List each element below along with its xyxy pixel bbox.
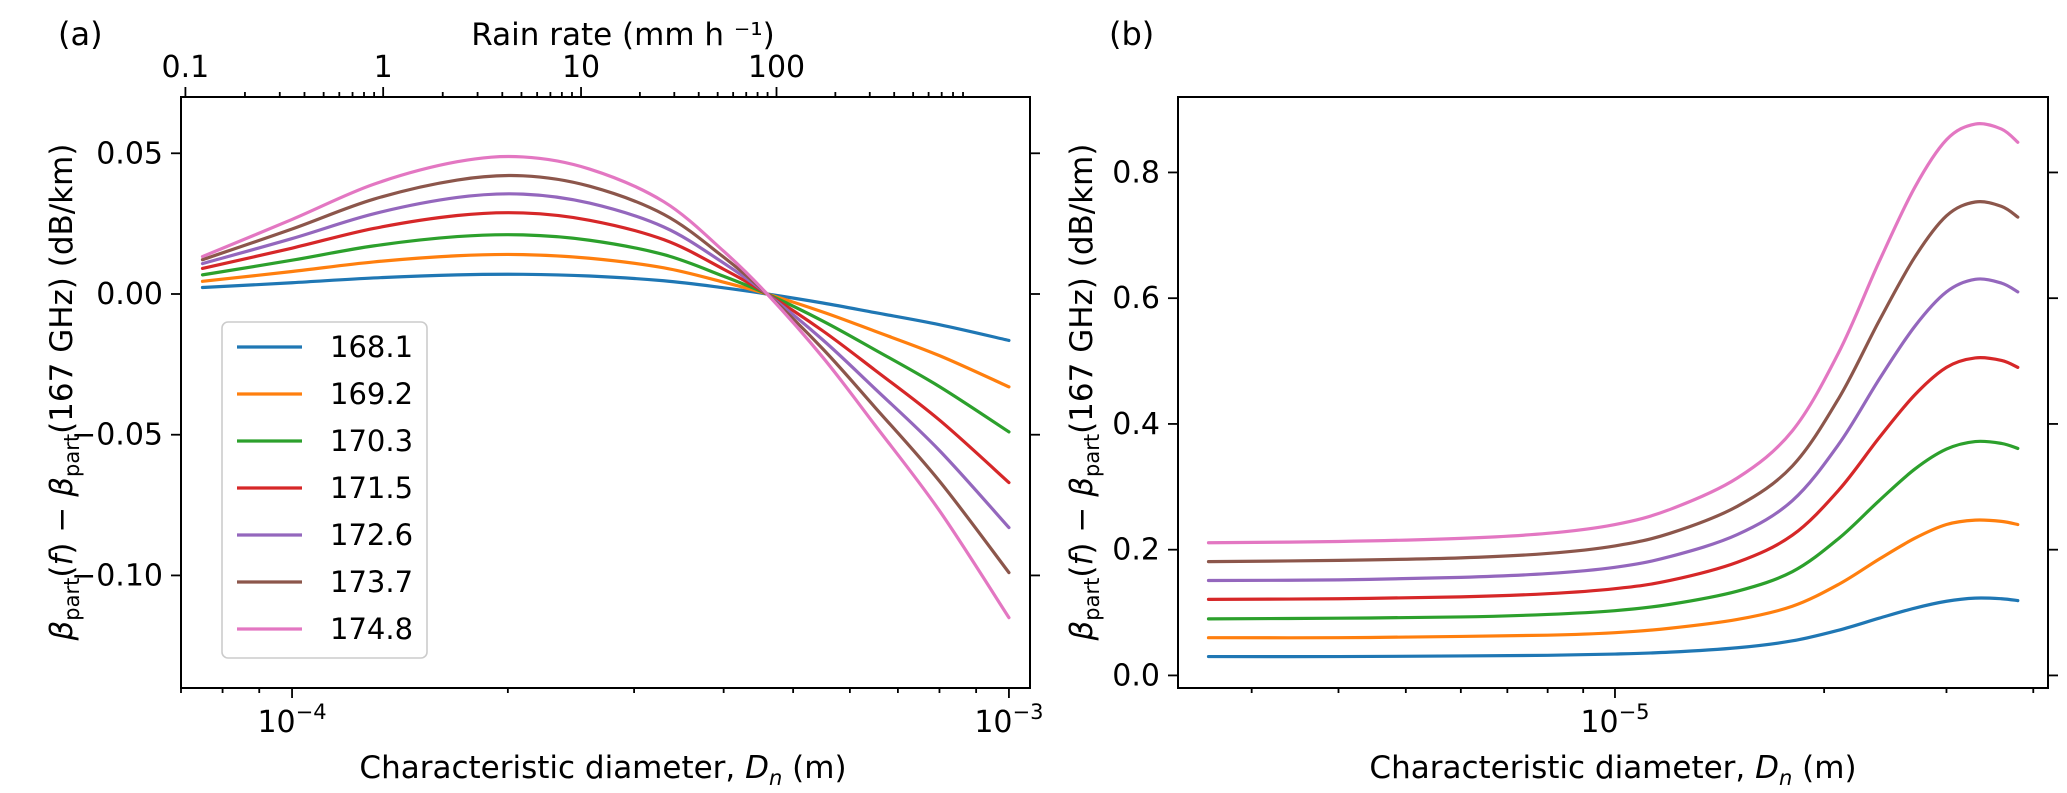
panel-a-top-tick-label: 10 [562,50,600,85]
panel-b-label: (b) [1109,15,1154,53]
panel-a-x-tick-label: 10−3 [974,700,1043,740]
panel-b-y-axis-label: βpart(f) − βpart(167 GHz) (dB/km) [1064,144,1104,642]
panel-a-series-173.7 [200,173,1011,575]
panel-a-x-axis-label: Characteristic diameter, Dn (m) [359,750,846,790]
panel-a-y-tick-label: −0.10 [71,558,163,593]
legend-frame [221,321,428,659]
panel-b-plot-frame [1177,96,2049,689]
panel-b-y-tick-label: 0.2 [1112,533,1160,568]
panel-b-series-169.2 [1206,518,2020,640]
panel-b-series-170.3 [1206,439,2020,621]
panel-b-y-ticks: 0.0 0.2 0.4 0.6 0.8 [1112,155,2058,693]
panel-a-series-group [200,154,1011,620]
panel-a-y-axis-label: βpart(f) − βpart(167 GHz) (dB/km) [44,144,84,642]
panel-a-series-168.1 [200,272,1011,343]
panel-a-x-tick-label: 10−4 [257,700,326,740]
panel-a-y-tick-label: 0.00 [96,277,163,312]
panel-a-x-ticks: 10−4 10−3 [180,688,1044,740]
legend-label-169.2: 169.2 [330,377,413,411]
panel-b-y-tick-label: 0.8 [1112,155,1160,190]
panel-a-y-ticks: 0.05 0.00 −0.05 −0.10 [71,136,1040,593]
panel-a-top-axis-label: Rain rate (mm h ⁻¹) [471,17,775,53]
panel-a-series-172.6 [200,192,1011,530]
panel-a-y-tick-label: −0.05 [71,418,163,453]
legend-label-172.6: 172.6 [330,518,413,552]
panel-a-y-tick-label: 0.05 [96,136,163,171]
panel-b-series-172.6 [1206,277,2020,583]
panel-a-top-tick-label: 1 [374,50,393,85]
panel-a-series-174.8 [200,154,1011,620]
panel-b-series-168.1 [1206,596,2020,659]
panel-a-series-171.5 [200,211,1011,485]
panel-b-x-axis-label: Characteristic diameter, Dn (m) [1369,750,1856,790]
panel-a-legend: 168.1 169.2 170.3 171.5 172.6 173.7 174.8 [221,321,428,659]
panel-a-plot-frame [180,96,1031,689]
panel-b-x-ticks: 10−5 [1250,688,2035,740]
legend-label-174.8: 174.8 [330,612,413,646]
panel-b-y-tick-label: 0.0 [1112,658,1160,693]
panel-a-series-169.2 [200,252,1011,389]
panel-b-chart: (b) 10−5 0.0 0.2 0.4 0.6 0.8 Characteristic … [1064,15,2058,790]
panel-b-x-tick-label: 10−5 [1580,700,1649,740]
panel-b-series-group [1206,122,2020,659]
legend-label-171.5: 171.5 [330,471,413,505]
panel-b-y-tick-label: 0.6 [1112,281,1160,316]
legend-label-170.3: 170.3 [330,424,413,458]
panel-a-series-170.3 [200,233,1011,434]
panel-a-top-tick-label: 100 [748,50,805,85]
panel-a-label: (a) [58,15,103,53]
legend-label-168.1: 168.1 [330,330,413,364]
panel-b-series-174.8 [1206,122,2020,545]
panel-a-top-ticks: 0.1 1 10 100 [162,50,964,97]
panel-b-series-173.7 [1206,200,2020,564]
panel-a-top-tick-label: 0.1 [162,50,210,85]
panel-b-y-tick-label: 0.4 [1112,407,1160,442]
panel-b-series-171.5 [1206,356,2020,601]
legend-label-173.7: 173.7 [330,565,413,599]
legend-entries: 168.1 169.2 170.3 171.5 172.6 173.7 174.8 [237,330,413,646]
panel-a-chart: (a) 10−4 10−3 0.05 0.00 −0.05 −0.10 0.1 1 10 10… [44,15,1044,790]
